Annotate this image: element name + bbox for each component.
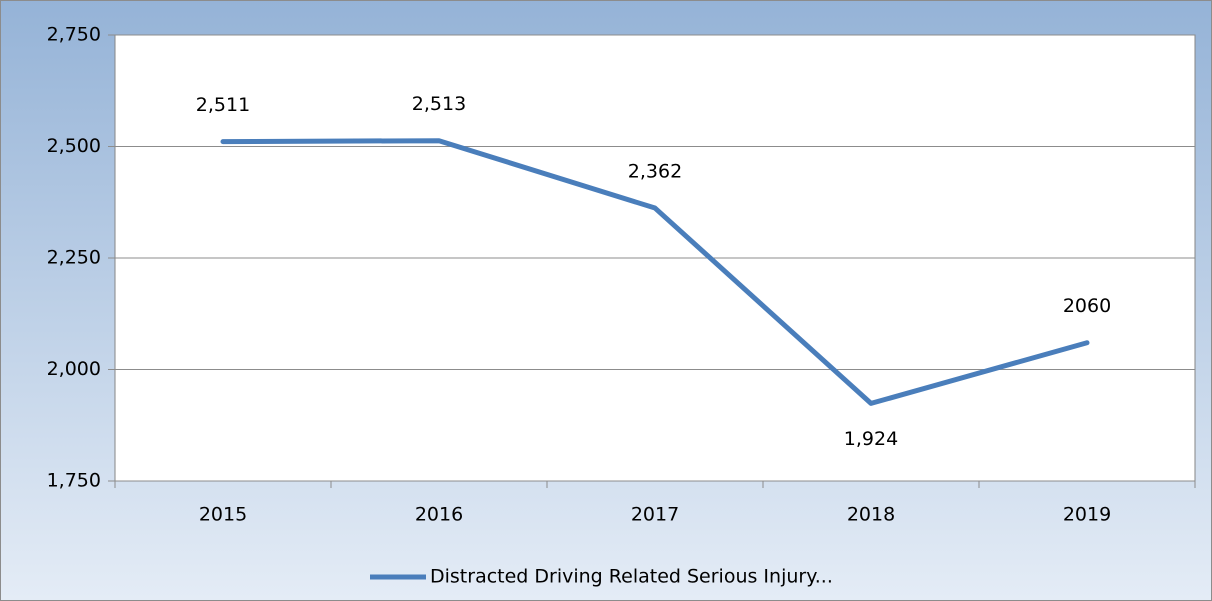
y-tick-label: 2,250 bbox=[47, 247, 101, 269]
data-label: 2,362 bbox=[628, 161, 682, 183]
data-label: 2,513 bbox=[412, 93, 466, 115]
data-line bbox=[220, 138, 1090, 406]
y-tick-label: 2,000 bbox=[47, 358, 101, 380]
x-tick-label: 2018 bbox=[847, 504, 895, 526]
x-tick-label: 2017 bbox=[631, 504, 679, 526]
data-label: 2,511 bbox=[196, 94, 250, 116]
x-tick-label: 2016 bbox=[415, 504, 463, 526]
y-tick-label: 2,750 bbox=[47, 24, 101, 46]
y-tick-label: 2,500 bbox=[47, 135, 101, 157]
x-tick-label: 2015 bbox=[199, 504, 247, 526]
x-tick-label: 2019 bbox=[1063, 504, 1111, 526]
legend-label: Distracted Driving Related Serious Injur… bbox=[430, 566, 833, 588]
data-label: 1,924 bbox=[844, 428, 898, 450]
y-tick-label: 1,750 bbox=[47, 470, 101, 492]
data-label: 2060 bbox=[1063, 295, 1111, 317]
